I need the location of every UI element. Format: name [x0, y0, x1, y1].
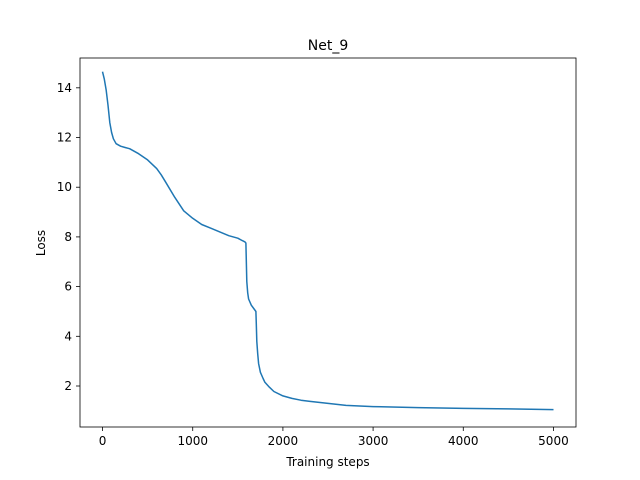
- x-tick-label: 5000: [538, 434, 569, 448]
- y-tick-label: 14: [57, 81, 72, 95]
- x-tick-label: 0: [99, 434, 107, 448]
- x-tick-label: 2000: [268, 434, 299, 448]
- loss-series-line: [101, 71, 554, 411]
- x-axis-label: Training steps: [285, 455, 369, 469]
- chart-title: Net_9: [308, 38, 348, 54]
- y-tick-label: 6: [64, 280, 72, 294]
- x-tick-label: 3000: [358, 434, 389, 448]
- y-tick-label: 12: [57, 131, 72, 145]
- y-tick-label: 4: [64, 329, 72, 343]
- series-layer: [101, 71, 554, 411]
- y-axis-label: Loss: [34, 230, 48, 256]
- y-tick-label: 2: [64, 379, 72, 393]
- x-tick-label: 1000: [177, 434, 208, 448]
- y-tick-label: 10: [57, 180, 72, 194]
- plot-frame: [79, 57, 577, 428]
- x-tick-label: 4000: [448, 434, 479, 448]
- axis-ticks: 0 1000 2000 3000 4000 5000 2 4 6 8 10 12 14: [57, 81, 569, 448]
- y-tick-label: 8: [64, 230, 72, 244]
